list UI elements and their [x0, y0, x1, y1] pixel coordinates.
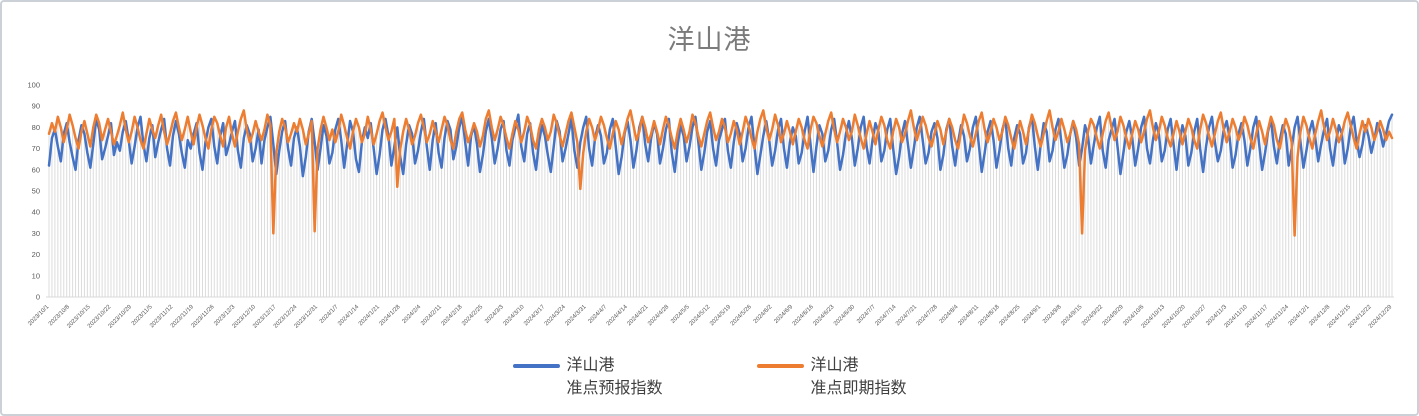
- svg-text:70: 70: [32, 144, 40, 153]
- svg-text:2024/1/7: 2024/1/7: [319, 304, 340, 325]
- chart-title: 洋山港: [667, 25, 752, 55]
- legend-line-swatch-spot: [756, 364, 804, 368]
- svg-text:2024/2/4: 2024/2/4: [402, 304, 423, 325]
- svg-text:2024/9/8: 2024/9/8: [1042, 304, 1063, 325]
- svg-text:100: 100: [27, 81, 40, 90]
- legend-item-forecast-index: 洋山港 准点预报指数: [512, 354, 663, 400]
- svg-text:2024/6/30: 2024/6/30: [833, 304, 857, 328]
- svg-text:2024/5/26: 2024/5/26: [730, 304, 754, 328]
- svg-text:40: 40: [32, 208, 40, 217]
- svg-text:2024/7/28: 2024/7/28: [916, 304, 940, 328]
- svg-text:2024/4/28: 2024/4/28: [647, 304, 671, 328]
- svg-text:0: 0: [36, 293, 40, 302]
- legend-label-forecast-line1: 洋山港: [566, 357, 615, 374]
- svg-text:2024/3/31: 2024/3/31: [564, 304, 588, 328]
- svg-text:2024/3/3: 2024/3/3: [484, 304, 505, 325]
- svg-text:2024/11/24: 2024/11/24: [1265, 304, 1291, 330]
- svg-text:2024/6/9: 2024/6/9: [773, 304, 794, 325]
- svg-text:2024/8/4: 2024/8/4: [939, 304, 960, 325]
- svg-text:60: 60: [32, 165, 40, 174]
- svg-text:80: 80: [32, 123, 40, 132]
- legend-label-forecast: 洋山港 准点预报指数: [566, 354, 662, 400]
- svg-text:2024/2/25: 2024/2/25: [461, 304, 485, 328]
- legend-label-spot: 洋山港 准点即期指数: [811, 354, 907, 400]
- svg-text:2024/6/2: 2024/6/2: [753, 304, 774, 325]
- svg-text:2024/5/5: 2024/5/5: [670, 304, 691, 325]
- svg-text:2024/7/7: 2024/7/7: [856, 304, 877, 325]
- legend-label-spot-line1: 洋山港: [810, 357, 859, 374]
- svg-text:2023/11/26: 2023/11/26: [191, 304, 217, 330]
- svg-text:10: 10: [32, 271, 40, 280]
- legend-label-spot-line2: 准点即期指数: [810, 380, 907, 397]
- legend-item-spot-index: 洋山港 准点即期指数: [756, 354, 907, 400]
- svg-text:30: 30: [32, 229, 40, 238]
- svg-text:2024/9/1: 2024/9/1: [1021, 304, 1042, 325]
- svg-text:20: 20: [32, 250, 40, 259]
- legend-line-swatch-forecast: [512, 364, 560, 368]
- svg-text:90: 90: [32, 102, 40, 111]
- svg-text:2024/1/28: 2024/1/28: [379, 304, 403, 328]
- legend-label-forecast-line2: 准点预报指数: [566, 380, 663, 397]
- svg-text:2024/4/7: 2024/4/7: [588, 304, 609, 325]
- svg-text:2024/8/25: 2024/8/25: [998, 304, 1022, 328]
- chart-legend: 洋山港 准点预报指数 洋山港 准点即期指数: [512, 354, 907, 400]
- svg-text:50: 50: [32, 187, 40, 196]
